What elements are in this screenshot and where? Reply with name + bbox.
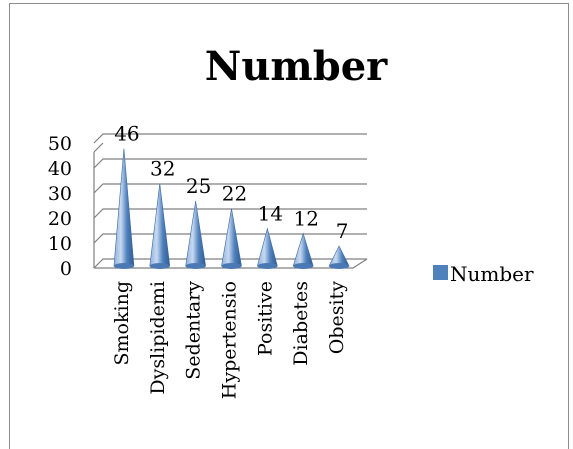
y-tick-label: 20 — [48, 208, 72, 230]
cone-base — [329, 263, 350, 269]
x-tick-label: Smoking — [111, 281, 133, 365]
data-label: 12 — [293, 207, 318, 231]
cone-bar — [221, 208, 242, 269]
legend-swatch — [433, 265, 448, 280]
cone-base — [293, 263, 314, 269]
cone-base — [221, 263, 242, 269]
cone-base — [257, 263, 278, 269]
x-tick-label: Hypertensio — [219, 281, 241, 399]
data-label: 25 — [186, 174, 211, 198]
gridline — [93, 133, 367, 144]
x-axis-labels: Smoking Dyslipidemi Sedentary Hypertensio Po… — [111, 281, 348, 399]
gridline — [93, 258, 367, 269]
x-tick-label: Obesity — [326, 281, 348, 354]
cone-bar — [185, 200, 206, 269]
cone-bar — [292, 232, 314, 269]
gridline — [93, 183, 367, 194]
axis-line — [93, 142, 104, 268]
gridlines — [93, 133, 368, 269]
cone-body — [149, 183, 171, 267]
data-labels: 46 32 25 22 14 12 7 — [114, 122, 348, 244]
y-tick-label: 30 — [48, 183, 72, 205]
cone-body — [113, 148, 135, 267]
cone-base — [149, 263, 170, 269]
y-tick-label: 40 — [48, 158, 72, 180]
x-tick-label: Dyslipidemi — [147, 281, 169, 395]
gridline — [93, 233, 367, 244]
cone-bar — [328, 245, 350, 269]
cone-bar — [113, 148, 135, 269]
y-axis-ticks: 0 10 20 30 40 50 — [48, 133, 72, 280]
x-tick-label: Sedentary — [183, 281, 205, 380]
cone-base — [185, 263, 206, 269]
gridline — [93, 208, 367, 219]
cone-series — [113, 148, 350, 269]
cone-bar — [256, 227, 278, 269]
cone-base — [113, 263, 134, 269]
legend: Number — [433, 262, 534, 286]
x-tick-label: Positive — [254, 281, 276, 356]
y-tick-label: 50 — [48, 133, 72, 155]
floor-line — [94, 258, 368, 269]
data-label: 22 — [222, 182, 247, 206]
chart-frame — [9, 3, 569, 449]
legend-label: Number — [450, 262, 534, 286]
data-label: 14 — [258, 202, 283, 226]
y-tick-label: 0 — [60, 258, 72, 280]
gridline — [93, 158, 367, 169]
x-tick-label: Diabetes — [290, 281, 312, 366]
cone-body — [221, 208, 242, 267]
data-label: 32 — [150, 157, 175, 181]
y-tick-label: 10 — [48, 233, 72, 255]
cone-bar — [149, 183, 171, 269]
data-label: 7 — [336, 219, 349, 243]
cone-body — [292, 232, 314, 267]
chart-title: Number — [205, 43, 388, 90]
data-label: 46 — [114, 122, 139, 146]
